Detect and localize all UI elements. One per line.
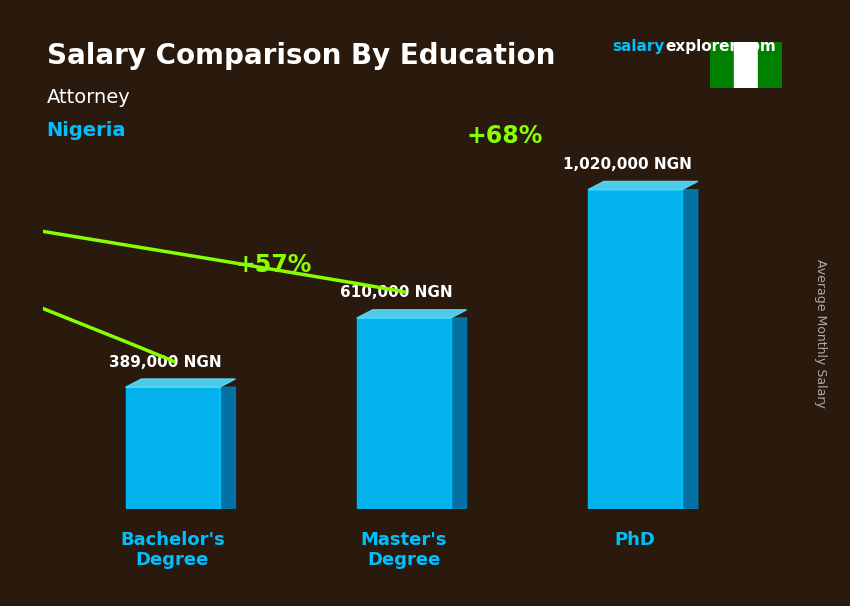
Polygon shape [219,387,235,509]
Bar [588,190,682,509]
Bar [126,387,219,509]
FancyArrowPatch shape [0,0,174,362]
Bar [357,318,451,509]
Text: 1,020,000 NGN: 1,020,000 NGN [564,157,692,172]
Text: +57%: +57% [235,253,312,277]
Text: 389,000 NGN: 389,000 NGN [109,355,222,370]
Polygon shape [357,310,467,318]
FancyArrowPatch shape [0,0,405,292]
Polygon shape [682,190,698,509]
Bar [734,42,758,88]
Text: +68%: +68% [467,124,543,148]
Text: Nigeria: Nigeria [47,121,127,140]
Polygon shape [450,318,467,509]
Text: explorer.com: explorer.com [666,39,776,55]
Polygon shape [588,181,698,190]
Bar [758,42,782,88]
Text: Average Monthly Salary: Average Monthly Salary [813,259,827,408]
Text: Attorney: Attorney [47,88,131,107]
Text: 610,000 NGN: 610,000 NGN [340,285,453,301]
Text: salary: salary [612,39,665,55]
Polygon shape [126,379,235,387]
Bar [710,42,734,88]
Text: Salary Comparison By Education: Salary Comparison By Education [47,42,555,70]
